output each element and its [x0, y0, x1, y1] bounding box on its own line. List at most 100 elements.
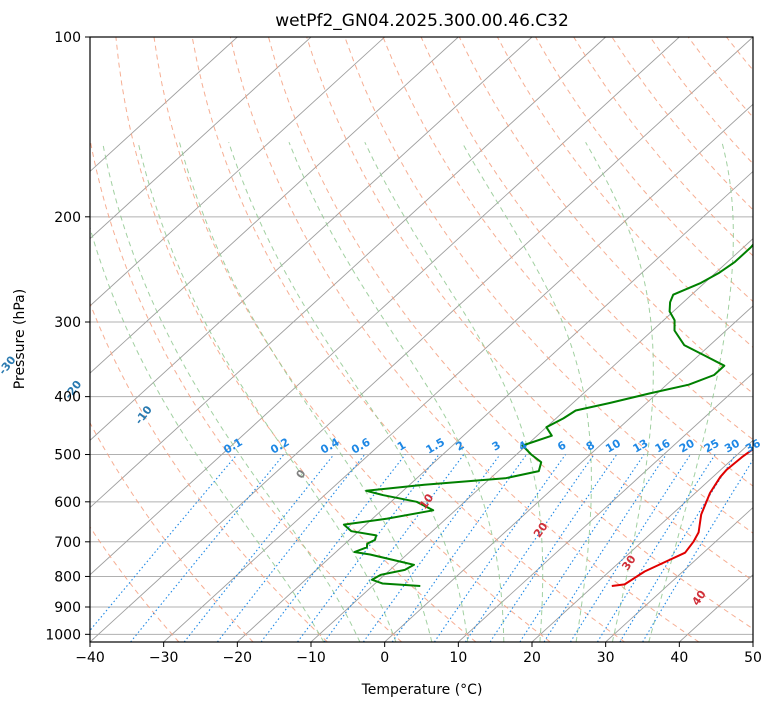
dry-adiabat-line — [765, 37, 775, 642]
isotherm-line — [90, 37, 238, 173]
isotherm-line — [605, 506, 753, 642]
x-tick-label: 30 — [597, 650, 615, 666]
y-tick-label: 300 — [54, 315, 81, 331]
y-tick-label: 400 — [54, 390, 81, 406]
isotherm-line — [90, 37, 385, 307]
moist-adiabat-line — [102, 142, 361, 642]
moist-adiabat-line — [90, 225, 325, 642]
background-lines — [90, 37, 775, 642]
dry-adiabat-label: -10 — [132, 403, 155, 427]
mixing-ratio-label: 0.2 — [268, 436, 291, 457]
sounding-series — [342, 243, 753, 587]
dry-adiabat-line — [191, 37, 625, 642]
dry-adiabat-line — [344, 37, 753, 534]
x-tick-label: 40 — [670, 650, 688, 666]
x-tick-label: 50 — [744, 650, 762, 666]
moist-adiabat-line — [288, 142, 505, 642]
isotherm-line — [752, 641, 753, 642]
x-tick-label: 0 — [380, 650, 389, 666]
mixing-ratio-line — [90, 454, 238, 632]
temperature-line — [611, 447, 753, 587]
isotherm-line — [90, 37, 606, 509]
mixing-ratio-line — [391, 454, 528, 642]
mixing-ratio-line — [216, 454, 366, 642]
moist-adiabat-line — [585, 141, 654, 642]
y-tick-label: 600 — [54, 495, 81, 511]
mixing-ratio-label: 6 — [555, 438, 568, 453]
mixing-ratio-line — [130, 454, 285, 642]
isotherm-line — [90, 37, 459, 374]
isotherm-line — [310, 238, 753, 642]
mixing-ratio-label: 1 — [395, 439, 408, 454]
mixing-ratio-line — [323, 454, 465, 642]
y-tick-label: 800 — [54, 569, 81, 585]
isotherm-line — [237, 170, 753, 642]
mixing-ratio-line — [433, 454, 566, 642]
y-tick-label: 200 — [54, 210, 81, 226]
dewpoint-line — [342, 243, 753, 587]
y-tick-label: 500 — [54, 448, 81, 464]
dry-adiabat-line — [420, 37, 753, 441]
plot-frame — [89, 36, 754, 643]
y-axis-label: Pressure (hPa) — [12, 289, 28, 389]
isotherm-line — [163, 103, 753, 642]
mixing-ratio-line — [642, 458, 753, 642]
dry-adiabat-line — [115, 37, 477, 642]
mixing-ratio-label: 0.4 — [318, 435, 342, 456]
moist-adiabat-line — [178, 142, 433, 642]
mixing-ratio-label: 16 — [653, 436, 673, 455]
isotherm-line — [384, 305, 753, 642]
moist-adiabat-label: 40 — [689, 588, 709, 608]
dry-adiabat-line — [90, 421, 254, 642]
mixing-ratio-line — [260, 454, 406, 642]
moist-adiabat-line — [461, 141, 592, 642]
dry-adiabat-line — [687, 37, 753, 118]
x-tick-label: 10 — [449, 650, 467, 666]
mixing-ratio-line — [464, 454, 595, 642]
moist-adiabat-label: 20 — [531, 520, 551, 540]
mixing-ratio-label: 2 — [454, 439, 467, 454]
moist-adiabat-line — [137, 142, 397, 642]
dry-adiabat-line — [229, 37, 700, 642]
moist-adiabat-label: 10 — [417, 491, 437, 511]
chart-title: wetPf2_GN04.2025.300.00.46.C32 — [275, 11, 569, 31]
mixing-ratio-label: 8 — [584, 439, 597, 454]
mixing-ratio-label: 3 — [490, 439, 503, 454]
isotherm-line — [90, 37, 533, 441]
mixing-ratio-line — [362, 454, 501, 642]
moist-adiabat-label: 30 — [619, 553, 639, 573]
mixing-ratio-line — [569, 454, 691, 642]
mixing-ratio-line — [519, 454, 645, 642]
line-labels: -100-90-80-70-60-50-40-30-20-100.10.20.4… — [0, 353, 763, 608]
dry-adiabat-line — [153, 37, 551, 642]
mixing-ratio-label: 0.6 — [349, 435, 373, 456]
isotherm-line — [90, 37, 680, 576]
dry-adiabat-line — [649, 37, 753, 165]
mixing-ratio-label: 25 — [702, 437, 722, 456]
isotherm-line — [90, 37, 312, 240]
dry-adiabat-line — [90, 136, 403, 642]
dry-adiabat-line — [90, 302, 328, 642]
x-tick-label: −10 — [296, 650, 326, 666]
isotherm-line — [90, 37, 753, 642]
mixing-ratio-line — [489, 454, 618, 642]
dry-adiabat-line — [496, 37, 753, 348]
moist-adiabat-line — [364, 141, 544, 642]
y-tick-label: 100 — [54, 30, 81, 46]
dry-adiabat-line — [458, 37, 753, 394]
isotherm-line — [458, 372, 753, 642]
dry-adiabat-line — [268, 37, 753, 630]
x-tick-label: −30 — [149, 650, 179, 666]
x-tick-label: −40 — [75, 650, 105, 666]
x-tick-label: −20 — [223, 650, 253, 666]
dry-adiabat-line — [726, 37, 753, 71]
y-tick-label: 1000 — [45, 627, 81, 643]
mixing-ratio-line — [543, 454, 667, 642]
isotherm-line — [531, 439, 753, 642]
dry-adiabat-line — [535, 37, 753, 303]
mixing-ratio-label: 0.1 — [221, 436, 244, 457]
axes: −40 −30 −20 −10 0 10 20 30 40 5010020030040050060… — [45, 30, 762, 666]
y-tick-label: 700 — [54, 535, 81, 551]
x-tick-label: 20 — [523, 650, 541, 666]
